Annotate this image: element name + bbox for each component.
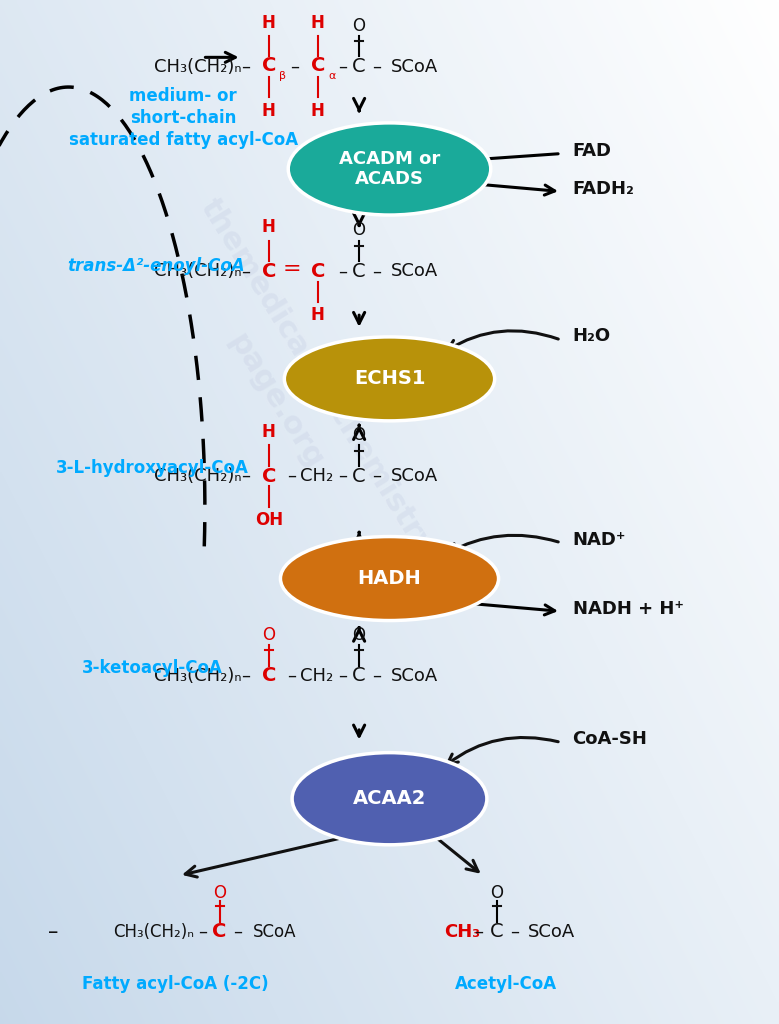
Text: CoA-SH: CoA-SH <box>573 730 647 749</box>
Text: C: C <box>352 667 366 685</box>
Text: ACAA2: ACAA2 <box>353 790 426 808</box>
Text: CH₃(CH₂)ₙ: CH₃(CH₂)ₙ <box>154 667 241 685</box>
Text: –: – <box>338 262 347 281</box>
Ellipse shape <box>292 753 487 845</box>
Text: C: C <box>262 667 276 685</box>
Text: H: H <box>311 101 325 120</box>
Text: NADH + H⁺: NADH + H⁺ <box>573 600 683 618</box>
Text: CH₂: CH₂ <box>300 467 333 485</box>
Text: =: = <box>283 259 301 280</box>
Text: –: – <box>338 467 347 485</box>
Text: –: – <box>48 922 58 942</box>
Text: –: – <box>290 57 299 76</box>
Text: trans-Δ²-enoyl-CoA: trans-Δ²-enoyl-CoA <box>67 257 245 275</box>
Text: H₂O: H₂O <box>573 327 611 345</box>
Text: O: O <box>353 221 365 240</box>
Text: C: C <box>311 262 325 281</box>
Text: SCoA: SCoA <box>391 57 439 76</box>
Text: –: – <box>338 667 347 685</box>
Text: H: H <box>262 101 276 120</box>
Text: O: O <box>491 884 503 902</box>
Ellipse shape <box>284 337 495 421</box>
Text: 3-ketoacyl-CoA: 3-ketoacyl-CoA <box>82 658 222 677</box>
Text: –: – <box>338 57 347 76</box>
Text: –: – <box>241 467 250 485</box>
Text: H: H <box>311 13 325 32</box>
Text: –: – <box>372 667 382 685</box>
Text: –: – <box>241 262 250 281</box>
Text: ECHS1: ECHS1 <box>354 370 425 388</box>
Text: H: H <box>262 13 276 32</box>
Text: NAD⁺: NAD⁺ <box>573 530 626 549</box>
Text: C: C <box>262 56 276 75</box>
Text: O: O <box>353 626 365 644</box>
Text: –: – <box>233 923 242 941</box>
Text: SCoA: SCoA <box>391 467 439 485</box>
Text: –: – <box>241 57 250 76</box>
Ellipse shape <box>280 537 499 621</box>
Text: SCoA: SCoA <box>391 262 439 281</box>
Text: Fatty acyl-CoA (-2C): Fatty acyl-CoA (-2C) <box>82 975 269 993</box>
Text: H: H <box>262 218 276 237</box>
Text: C: C <box>352 57 366 76</box>
Text: 3-L-hydroxyacyl-CoA: 3-L-hydroxyacyl-CoA <box>55 459 249 477</box>
Text: CH₃(CH₂)ₙ: CH₃(CH₂)ₙ <box>154 57 241 76</box>
Text: –: – <box>372 262 382 281</box>
Text: ACADM or
ACADS: ACADM or ACADS <box>339 150 440 188</box>
Text: –: – <box>287 667 297 685</box>
Text: CH₃(CH₂)ₙ: CH₃(CH₂)ₙ <box>154 467 241 485</box>
Text: SCoA: SCoA <box>391 667 439 685</box>
Text: O: O <box>213 884 226 902</box>
Text: –: – <box>372 57 382 76</box>
Text: –: – <box>287 467 297 485</box>
Text: O: O <box>353 16 365 35</box>
Text: –: – <box>241 667 250 685</box>
Text: C: C <box>262 467 276 485</box>
Text: –: – <box>509 923 519 941</box>
Text: HADH: HADH <box>358 569 421 588</box>
Text: C: C <box>262 262 276 281</box>
Text: CH₃(CH₂)ₙ: CH₃(CH₂)ₙ <box>113 923 194 941</box>
Text: SCoA: SCoA <box>253 923 297 941</box>
Text: Acetyl-CoA: Acetyl-CoA <box>455 975 558 993</box>
Text: CH₂: CH₂ <box>300 667 333 685</box>
Ellipse shape <box>288 123 491 215</box>
Text: medium- or
short-chain
saturated fatty acyl-CoA: medium- or short-chain saturated fatty a… <box>69 87 298 150</box>
Text: CH₃: CH₃ <box>444 923 480 941</box>
Text: –: – <box>372 467 382 485</box>
Text: α: α <box>328 71 335 81</box>
Text: O: O <box>353 426 365 444</box>
Text: H: H <box>311 306 325 325</box>
Text: OH: OH <box>255 511 283 529</box>
Text: C: C <box>352 467 366 485</box>
Text: H: H <box>262 423 276 441</box>
Text: β: β <box>279 71 286 81</box>
Text: –: – <box>198 923 207 941</box>
Text: C: C <box>311 56 325 75</box>
Text: –: – <box>474 923 484 941</box>
Text: FADH₂: FADH₂ <box>573 180 634 199</box>
Text: C: C <box>490 923 504 941</box>
Text: C: C <box>352 262 366 281</box>
Text: C: C <box>213 923 227 941</box>
Text: SCoA: SCoA <box>528 923 576 941</box>
Text: themedicalbiochemistry
page.org: themedicalbiochemistry page.org <box>154 194 438 585</box>
Text: FAD: FAD <box>573 141 612 160</box>
Text: O: O <box>263 626 275 644</box>
Text: CH₃(CH₂)ₙ: CH₃(CH₂)ₙ <box>154 262 241 281</box>
